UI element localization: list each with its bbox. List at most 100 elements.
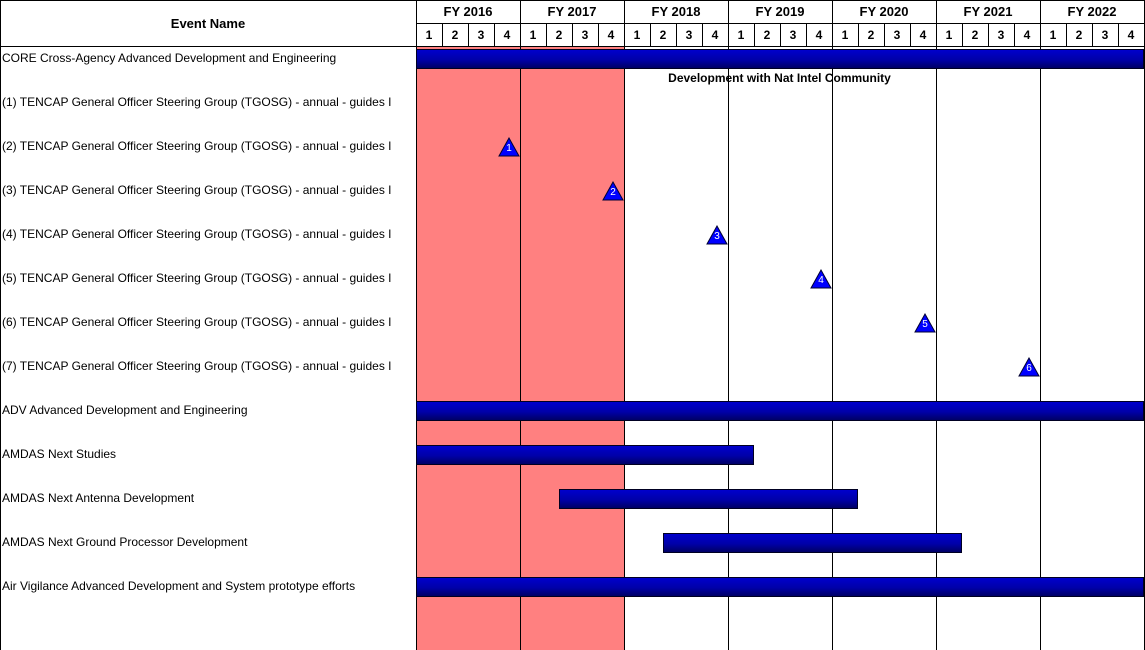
quarter-label: 3 <box>789 28 797 42</box>
event-label: (2) TENCAP General Officer Steering Grou… <box>2 139 392 153</box>
quarter-label: 4 <box>1127 28 1135 42</box>
quarter-divider <box>650 24 651 46</box>
quarter-label: 2 <box>971 28 979 42</box>
fiscal-year-label: FY 2019 <box>755 4 805 19</box>
task-bar <box>416 49 1144 69</box>
quarter-divider <box>910 24 911 46</box>
task-bar <box>416 445 754 465</box>
milestone-number: 2 <box>610 187 616 198</box>
year-divider <box>832 0 833 650</box>
year-divider <box>1040 0 1041 650</box>
event-label: AMDAS Next Antenna Development <box>2 491 195 505</box>
quarter-divider <box>884 24 885 46</box>
fiscal-year-label: FY 2022 <box>1067 4 1117 19</box>
fiscal-year-label: FY 2020 <box>859 4 909 19</box>
milestone-marker: 1 <box>498 137 520 157</box>
event-label: Air Vigilance Advanced Development and S… <box>2 579 356 593</box>
milestone-number: 6 <box>1026 363 1032 374</box>
event-label: AMDAS Next Studies <box>2 447 117 461</box>
event-label: (7) TENCAP General Officer Steering Grou… <box>2 359 392 373</box>
quarter-label: 4 <box>815 28 823 42</box>
quarter-label: 3 <box>477 28 485 42</box>
quarter-divider <box>468 24 469 46</box>
milestone-marker: 5 <box>914 313 936 333</box>
quarter-label: 4 <box>1023 28 1031 42</box>
quarter-label: 4 <box>711 28 719 42</box>
quarter-label: 4 <box>503 28 511 42</box>
quarter-divider <box>858 24 859 46</box>
quarter-divider <box>572 24 573 46</box>
quarter-label: 3 <box>1101 28 1109 42</box>
task-bar <box>416 577 1144 597</box>
quarter-label: 3 <box>893 28 901 42</box>
milestone-number: 4 <box>818 275 824 286</box>
fiscal-year-label: FY 2021 <box>963 4 1013 19</box>
event-name-header: Event Name <box>170 16 246 31</box>
quarter-label: 4 <box>607 28 615 42</box>
quarter-label: 1 <box>945 28 953 42</box>
quarter-label: 4 <box>919 28 927 42</box>
quarter-label: 1 <box>737 28 745 42</box>
quarter-divider <box>702 24 703 46</box>
quarter-divider <box>546 24 547 46</box>
event-label: (5) TENCAP General Officer Steering Grou… <box>2 271 392 285</box>
quarter-label: 2 <box>659 28 667 42</box>
fiscal-year-label: FY 2017 <box>547 4 597 19</box>
quarter-label: 2 <box>1075 28 1083 42</box>
task-bar <box>559 489 858 509</box>
task-bar <box>416 401 1144 421</box>
quarter-label: 1 <box>633 28 641 42</box>
quarter-divider <box>962 24 963 46</box>
year-divider <box>624 0 625 650</box>
year-divider <box>936 0 937 650</box>
year-divider <box>728 0 729 650</box>
event-label: AMDAS Next Ground Processor Development <box>2 535 248 549</box>
quarter-label: 2 <box>867 28 875 42</box>
milestone-marker: 3 <box>706 225 728 245</box>
quarter-divider <box>1118 24 1119 46</box>
border-top <box>0 0 1145 1</box>
milestone-number: 5 <box>922 319 928 330</box>
quarter-divider <box>442 24 443 46</box>
fiscal-year-label: FY 2016 <box>443 4 493 19</box>
year-divider <box>520 0 521 650</box>
milestone-marker: 4 <box>810 269 832 289</box>
header-divider <box>416 23 1145 24</box>
task-bar <box>663 533 962 553</box>
header-bottom-line <box>0 46 1145 47</box>
quarter-divider <box>806 24 807 46</box>
event-label: (6) TENCAP General Officer Steering Grou… <box>2 315 392 329</box>
quarter-divider <box>598 24 599 46</box>
fiscal-year-label: FY 2018 <box>651 4 701 19</box>
bar-annotation: Development with Nat Intel Community <box>668 71 891 85</box>
quarter-label: 3 <box>685 28 693 42</box>
milestone-number: 1 <box>506 143 512 154</box>
quarter-label: 1 <box>1049 28 1057 42</box>
event-label: CORE Cross-Agency Advanced Development a… <box>2 51 337 65</box>
quarter-label: 2 <box>555 28 563 42</box>
event-label: (4) TENCAP General Officer Steering Grou… <box>2 227 392 241</box>
quarter-divider <box>1066 24 1067 46</box>
milestone-marker: 2 <box>602 181 624 201</box>
quarter-divider <box>676 24 677 46</box>
quarter-divider <box>780 24 781 46</box>
event-label: ADV Advanced Development and Engineering <box>2 403 248 417</box>
event-label: (3) TENCAP General Officer Steering Grou… <box>2 183 392 197</box>
quarter-divider <box>494 24 495 46</box>
quarter-divider <box>754 24 755 46</box>
quarter-label: 1 <box>841 28 849 42</box>
event-label: (1) TENCAP General Officer Steering Grou… <box>2 95 392 109</box>
label-column-divider <box>416 0 417 650</box>
border-left <box>0 0 1 650</box>
quarter-label: 1 <box>425 28 433 42</box>
quarter-divider <box>1014 24 1015 46</box>
quarter-label: 2 <box>451 28 459 42</box>
quarter-label: 3 <box>997 28 1005 42</box>
quarter-divider <box>1092 24 1093 46</box>
milestone-number: 3 <box>714 231 720 242</box>
quarter-divider <box>988 24 989 46</box>
quarter-label: 3 <box>581 28 589 42</box>
quarter-label: 2 <box>763 28 771 42</box>
milestone-marker: 6 <box>1018 357 1040 377</box>
